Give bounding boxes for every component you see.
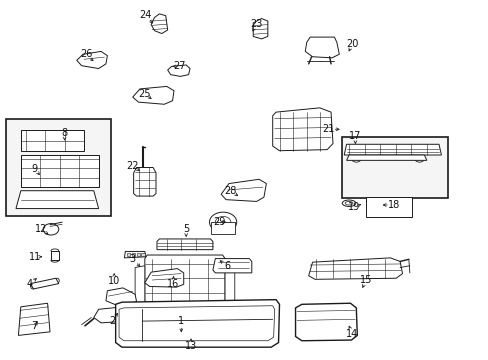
Circle shape bbox=[209, 212, 236, 232]
Polygon shape bbox=[16, 191, 99, 208]
Text: 15: 15 bbox=[359, 275, 371, 285]
Text: 21: 21 bbox=[321, 124, 334, 134]
Polygon shape bbox=[19, 303, 50, 336]
Polygon shape bbox=[151, 14, 167, 33]
Text: 18: 18 bbox=[387, 200, 400, 210]
Polygon shape bbox=[183, 321, 193, 327]
Text: 22: 22 bbox=[126, 161, 139, 171]
Polygon shape bbox=[346, 155, 426, 160]
Circle shape bbox=[119, 342, 124, 346]
Circle shape bbox=[112, 295, 121, 302]
Text: 19: 19 bbox=[347, 202, 360, 212]
Circle shape bbox=[32, 159, 43, 168]
Polygon shape bbox=[77, 51, 107, 68]
Bar bbox=[131, 252, 135, 256]
Text: 9: 9 bbox=[31, 163, 38, 174]
Ellipse shape bbox=[342, 200, 355, 206]
Bar bbox=[126, 252, 130, 256]
Polygon shape bbox=[144, 269, 183, 287]
Circle shape bbox=[43, 224, 59, 235]
Circle shape bbox=[174, 67, 186, 75]
Polygon shape bbox=[344, 144, 441, 155]
Polygon shape bbox=[124, 251, 145, 258]
Polygon shape bbox=[154, 321, 164, 327]
Bar bbox=[366, 197, 411, 217]
Polygon shape bbox=[133, 167, 156, 196]
Text: 10: 10 bbox=[108, 276, 120, 286]
Polygon shape bbox=[30, 278, 59, 289]
Polygon shape bbox=[221, 179, 266, 202]
Circle shape bbox=[370, 203, 382, 211]
Bar bbox=[141, 252, 144, 256]
Polygon shape bbox=[132, 86, 174, 104]
Text: 16: 16 bbox=[167, 279, 179, 289]
Polygon shape bbox=[253, 18, 267, 39]
Circle shape bbox=[106, 310, 118, 318]
Text: 20: 20 bbox=[346, 39, 358, 49]
Text: 29: 29 bbox=[213, 217, 225, 227]
Polygon shape bbox=[224, 266, 234, 318]
Circle shape bbox=[124, 342, 130, 346]
Text: 25: 25 bbox=[138, 89, 150, 99]
Circle shape bbox=[351, 155, 361, 162]
Text: 1: 1 bbox=[178, 316, 184, 326]
Text: 17: 17 bbox=[348, 131, 361, 141]
Polygon shape bbox=[308, 258, 402, 279]
Polygon shape bbox=[116, 300, 279, 347]
Polygon shape bbox=[21, 130, 84, 152]
Text: 12: 12 bbox=[35, 224, 47, 234]
Text: 13: 13 bbox=[184, 341, 197, 351]
Polygon shape bbox=[272, 108, 332, 151]
Text: 28: 28 bbox=[224, 186, 237, 196]
Polygon shape bbox=[21, 155, 99, 187]
Text: 11: 11 bbox=[29, 252, 41, 262]
Text: 26: 26 bbox=[80, 49, 92, 59]
Circle shape bbox=[147, 90, 162, 100]
Bar bbox=[341, 137, 447, 198]
Polygon shape bbox=[51, 251, 59, 260]
Polygon shape bbox=[211, 222, 234, 234]
Text: 27: 27 bbox=[173, 62, 185, 71]
Polygon shape bbox=[135, 266, 144, 318]
Text: 23: 23 bbox=[249, 18, 262, 28]
Text: 6: 6 bbox=[224, 261, 229, 271]
Bar bbox=[6, 119, 111, 216]
Bar bbox=[136, 252, 140, 256]
Text: 8: 8 bbox=[61, 128, 67, 138]
Polygon shape bbox=[94, 307, 130, 323]
Text: 3: 3 bbox=[129, 253, 136, 264]
Text: 2: 2 bbox=[109, 316, 115, 326]
Circle shape bbox=[414, 155, 424, 162]
Polygon shape bbox=[157, 239, 212, 249]
Text: 14: 14 bbox=[346, 329, 358, 339]
Polygon shape bbox=[305, 37, 339, 58]
Polygon shape bbox=[212, 258, 251, 273]
Text: 5: 5 bbox=[183, 224, 189, 234]
Polygon shape bbox=[106, 288, 136, 307]
Circle shape bbox=[287, 119, 316, 141]
Text: 7: 7 bbox=[31, 321, 38, 332]
Polygon shape bbox=[144, 255, 224, 323]
Polygon shape bbox=[295, 303, 357, 341]
Polygon shape bbox=[167, 65, 190, 76]
Text: 24: 24 bbox=[139, 10, 151, 20]
Text: 4: 4 bbox=[26, 279, 33, 289]
Circle shape bbox=[130, 342, 136, 346]
Polygon shape bbox=[212, 321, 222, 327]
